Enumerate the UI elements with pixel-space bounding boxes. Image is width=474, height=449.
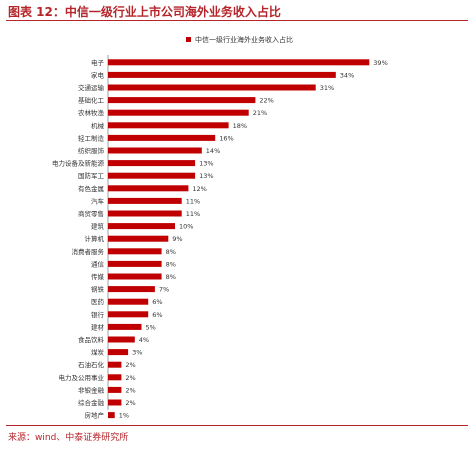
bar — [108, 248, 162, 255]
value-label: 2% — [125, 374, 135, 382]
bar — [108, 412, 115, 419]
category-label: 交通运输 — [78, 83, 105, 92]
category-label: 消费者服务 — [72, 247, 105, 256]
category-label: 房地产 — [85, 411, 105, 420]
bar — [108, 210, 182, 217]
figure-title: 图表 12：中信一级行业上市公司海外业务收入占比 — [8, 5, 281, 19]
bar — [108, 97, 256, 104]
bar — [108, 323, 142, 330]
value-label: 14% — [206, 147, 220, 155]
bar — [108, 273, 162, 280]
bar — [108, 374, 122, 381]
value-label: 4% — [139, 336, 149, 344]
bar — [108, 160, 196, 167]
bar — [108, 223, 175, 230]
value-label: 34% — [340, 71, 354, 79]
bar — [108, 109, 249, 116]
value-label: 9% — [172, 235, 182, 243]
bar — [108, 147, 202, 154]
value-label: 8% — [166, 273, 176, 281]
value-label: 11% — [186, 197, 200, 205]
value-label: 6% — [152, 311, 162, 319]
value-label: 21% — [253, 109, 267, 117]
category-label: 银行 — [91, 310, 105, 319]
value-label: 13% — [199, 172, 213, 180]
bar — [108, 134, 216, 141]
value-label: 2% — [125, 386, 135, 394]
value-label: 11% — [186, 210, 200, 218]
category-label: 农林牧渔 — [78, 108, 105, 117]
source-note: 来源：wind、中泰证券研究所 — [8, 433, 129, 443]
bar — [108, 172, 196, 179]
category-label: 机械 — [91, 121, 105, 130]
category-label: 轻工制造 — [78, 133, 105, 142]
value-label: 12% — [192, 185, 206, 193]
title-divider — [6, 20, 468, 21]
category-label: 电力及公用事业 — [59, 373, 105, 382]
bar-chart: 中信一级行业海外业务收入占比 电子 39% 家电 34% 交通运输 31% 基础化工 22% 农… — [52, 35, 388, 420]
value-label: 39% — [373, 59, 387, 67]
category-label: 石油石化 — [78, 360, 105, 369]
bars-group: 电子 39% 家电 34% 交通运输 31% 基础化工 22% 农林牧渔 21% 机械 18% 轻工制造… — [52, 58, 388, 420]
value-label: 8% — [166, 248, 176, 256]
value-label: 3% — [132, 349, 142, 357]
category-label: 建筑 — [91, 222, 105, 231]
bar — [108, 122, 229, 129]
bar — [108, 311, 149, 318]
category-label: 医药 — [91, 297, 105, 306]
category-label: 通信 — [91, 259, 105, 268]
category-label: 汽车 — [91, 196, 105, 205]
category-label: 纺织服饰 — [78, 146, 105, 155]
category-label: 非银金融 — [78, 385, 105, 394]
category-label: 传媒 — [91, 272, 105, 281]
category-label: 电力设备及新能源 — [52, 159, 105, 168]
legend-swatch — [186, 37, 191, 42]
value-label: 16% — [219, 134, 233, 142]
bar — [108, 197, 182, 204]
bar — [108, 59, 370, 66]
bar — [108, 84, 316, 91]
value-label: 1% — [119, 412, 129, 420]
category-label: 家电 — [91, 70, 105, 79]
legend-label: 中信一级行业海外业务收入占比 — [195, 35, 293, 44]
bar — [108, 286, 155, 293]
value-label: 8% — [166, 260, 176, 268]
bar — [108, 386, 122, 393]
chart-legend: 中信一级行业海外业务收入占比 — [186, 35, 293, 44]
category-label: 商贸零售 — [78, 209, 104, 218]
footer-divider — [6, 425, 468, 426]
category-label: 食品饮料 — [78, 335, 105, 344]
value-label: 31% — [320, 84, 334, 92]
value-label: 5% — [146, 323, 156, 331]
value-label: 2% — [125, 361, 135, 369]
bar — [108, 235, 169, 242]
category-label: 综合金融 — [78, 398, 105, 407]
value-label: 2% — [125, 399, 135, 407]
category-label: 建材 — [91, 322, 105, 331]
category-label: 国防军工 — [78, 171, 105, 180]
value-label: 7% — [159, 286, 169, 294]
category-label: 有色金属 — [78, 184, 104, 193]
value-label: 13% — [199, 160, 213, 168]
category-label: 基础化工 — [78, 96, 105, 105]
category-label: 计算机 — [85, 234, 105, 243]
value-label: 6% — [152, 298, 162, 306]
value-label: 10% — [179, 223, 193, 231]
bar — [108, 71, 336, 78]
value-label: 18% — [233, 122, 247, 130]
bar — [108, 185, 189, 192]
bar — [108, 361, 122, 368]
bar — [108, 349, 129, 356]
value-label: 22% — [259, 97, 273, 105]
bar — [108, 336, 135, 343]
bar — [108, 260, 162, 267]
category-label: 钢铁 — [91, 285, 105, 294]
bar — [108, 298, 149, 305]
category-label: 电子 — [91, 58, 105, 67]
bar — [108, 399, 122, 406]
category-label: 煤炭 — [91, 348, 105, 357]
